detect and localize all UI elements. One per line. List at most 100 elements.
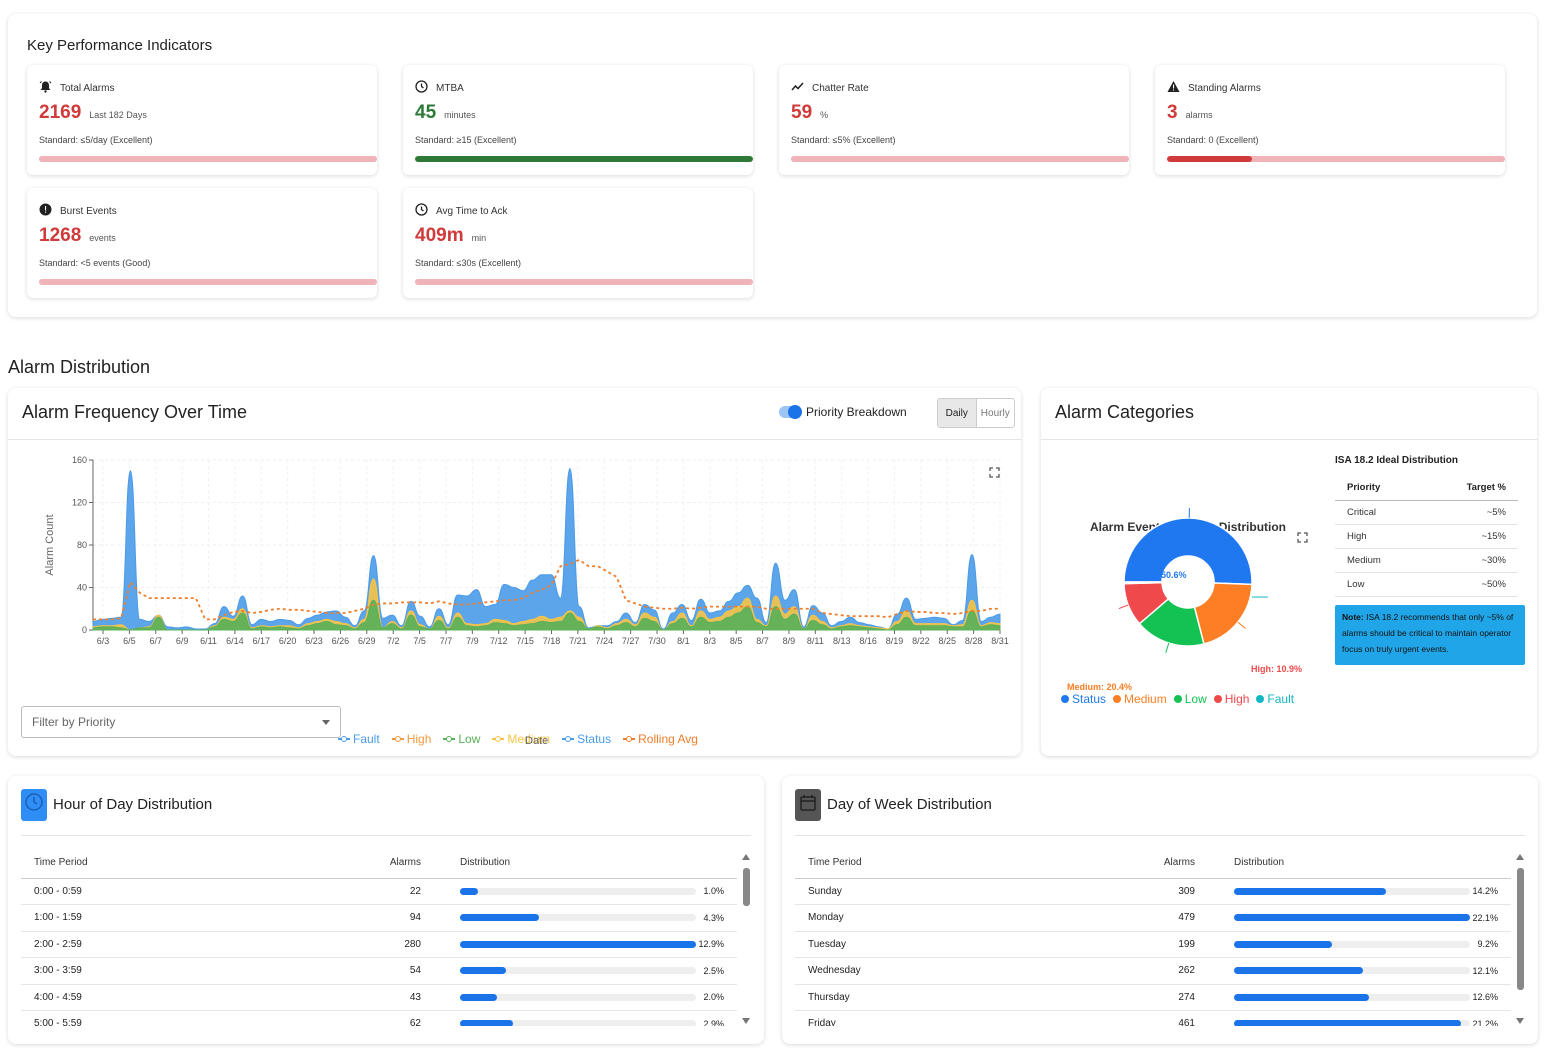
scroll-down-icon[interactable]	[742, 1018, 750, 1024]
priority-filter-select[interactable]: Filter by Priority	[21, 706, 341, 738]
kpi-title: Key Performance Indicators	[27, 37, 213, 54]
category-legend-fault[interactable]: Fault	[1256, 692, 1294, 706]
daily-button[interactable]: Daily	[938, 399, 977, 427]
y-axis-label: Alarm Count	[44, 514, 56, 575]
x-tick-label: 6/26	[332, 636, 350, 646]
category-legend-low[interactable]: Low	[1173, 692, 1207, 706]
legend-label: Medium	[1124, 692, 1167, 706]
isa-target: ~15%	[1422, 524, 1518, 549]
legend-dot	[446, 736, 453, 742]
legend-dot	[1061, 695, 1069, 703]
kpi-standard: Standard: <5 events (Good)	[39, 258, 151, 268]
x-tick-label: 8/11	[807, 636, 824, 646]
alarm-frequency-title: Alarm Frequency Over Time	[22, 402, 248, 422]
isa-target: ~50%	[1422, 572, 1518, 597]
kpi-progress-bar	[415, 279, 753, 285]
isa-target: ~30%	[1422, 548, 1518, 573]
priority-breakdown-toggle[interactable]	[779, 405, 802, 419]
hour-scrollbar[interactable]	[741, 854, 751, 1024]
category-legend-medium[interactable]: Medium	[1113, 692, 1167, 706]
alarm-count: 94	[376, 904, 447, 932]
distribution-track	[1234, 1020, 1470, 1026]
warning-icon	[1167, 80, 1188, 96]
kpi-value-row: 3 alarms	[1167, 102, 1213, 124]
x-tick-label: 7/24	[595, 636, 613, 646]
kpi-card-chatter-rate: Chatter Rate 59% Standard: ≤5% (Excellent)	[779, 65, 1129, 175]
scroll-thumb[interactable]	[743, 868, 750, 906]
time-period: Thursday	[795, 984, 1151, 1011]
legend-item-rolling-avg[interactable]: Rolling Avg	[623, 732, 698, 746]
isa-priority: Medium	[1335, 548, 1423, 573]
calendar-icon	[795, 789, 821, 821]
y-tick-label: 40	[77, 583, 87, 593]
kpi-card-burst-events: Burst Events 1268 events Standard: <5 event…	[27, 188, 377, 298]
legend-marker	[623, 735, 636, 743]
hour-table: Time Period Alarms Distribution 0:00 - 0…	[21, 848, 737, 1026]
distribution-cell: 9.2%	[1221, 931, 1511, 958]
legend-item-medium[interactable]: Medium	[492, 732, 550, 746]
x-tick-label: 6/17	[253, 636, 271, 646]
distribution-cell: 12.1%	[1221, 957, 1511, 985]
kpi-head: Burst Events	[39, 203, 117, 219]
kpi-progress-fill	[791, 156, 1129, 162]
time-period: 1:00 - 1:59	[21, 904, 377, 932]
distribution: 2.9%	[460, 1019, 724, 1026]
legend-item-status[interactable]: Status	[562, 732, 611, 746]
kpi-label: MTBA	[436, 82, 464, 94]
kpi-standard: Standard: ≤5% (Excellent)	[791, 135, 896, 145]
scroll-thumb[interactable]	[1517, 868, 1524, 990]
isa-priority: Critical	[1335, 500, 1423, 525]
scroll-up-icon[interactable]	[742, 854, 750, 860]
isa-header-priority: Priority	[1335, 475, 1423, 501]
legend-item-fault[interactable]: Fault	[338, 732, 380, 746]
kpi-progress-bar	[39, 156, 377, 162]
legend-dot	[1256, 695, 1265, 703]
distribution-track	[1234, 887, 1470, 895]
distribution-cell: 22.1%	[1221, 904, 1511, 932]
kpi-label: Total Alarms	[60, 82, 115, 94]
distribution-percent: 2.0%	[703, 992, 724, 1003]
kpi-unit: Last 182 Days	[89, 110, 147, 120]
kpi-value: 3	[1167, 102, 1178, 123]
expand-icon[interactable]	[989, 467, 1000, 478]
category-legend-status[interactable]: Status	[1061, 692, 1106, 706]
distribution-bar	[460, 993, 497, 1001]
legend-dot	[1213, 695, 1222, 703]
time-period: Tuesday	[795, 931, 1151, 958]
legend-item-low[interactable]: Low	[443, 732, 480, 746]
kpi-head: Avg Time to Ack	[415, 203, 508, 219]
kpi-standard: Standard: 0 (Excellent)	[1167, 135, 1259, 145]
kpi-standard: Standard: ≥15 (Excellent)	[415, 135, 517, 145]
donut-leader-line	[1237, 621, 1246, 629]
expand-icon[interactable]	[1297, 532, 1308, 543]
distribution-cell: 14.2%	[1221, 878, 1511, 905]
hourly-button[interactable]: Hourly	[980, 407, 1010, 419]
category-legend-high[interactable]: High	[1213, 692, 1249, 706]
legend-dot	[341, 736, 347, 742]
x-tick-label: 6/14	[226, 636, 244, 646]
dow-scrollbar[interactable]	[1515, 854, 1525, 1024]
time-period: Wednesday	[795, 957, 1151, 985]
granularity-selector: Daily Hourly	[937, 398, 1015, 428]
donut-leader-line	[1165, 642, 1170, 653]
scroll-up-icon[interactable]	[1516, 854, 1524, 860]
distribution: 22.1%	[1234, 913, 1498, 923]
distribution-percent: 1.0%	[703, 886, 724, 897]
x-tick-label: 7/2	[387, 636, 400, 646]
distribution-percent: 2.9%	[703, 1018, 724, 1026]
legend-item-high[interactable]: High	[391, 732, 431, 746]
legend-dot	[565, 736, 572, 742]
scroll-down-icon[interactable]	[1516, 1018, 1524, 1024]
frequency-legend: Fault High Low Medium Status Rolling Avg	[338, 732, 710, 746]
legend-marker	[443, 735, 456, 743]
distribution-bar	[1234, 940, 1333, 948]
legend-dot	[1173, 695, 1182, 703]
distribution-track	[460, 914, 696, 922]
alarm-count: 461	[1150, 1010, 1221, 1026]
dow-table-scroll[interactable]: Time Period Alarms Distribution Sunday 30…	[795, 848, 1511, 1026]
hour-table-scroll[interactable]: Time Period Alarms Distribution 0:00 - 0…	[21, 848, 737, 1026]
kpi-unit: events	[89, 233, 116, 243]
kpi-unit: alarms	[1185, 110, 1213, 120]
col-time-period: Time Period	[795, 848, 1151, 879]
legend-label: Status	[1072, 692, 1107, 706]
